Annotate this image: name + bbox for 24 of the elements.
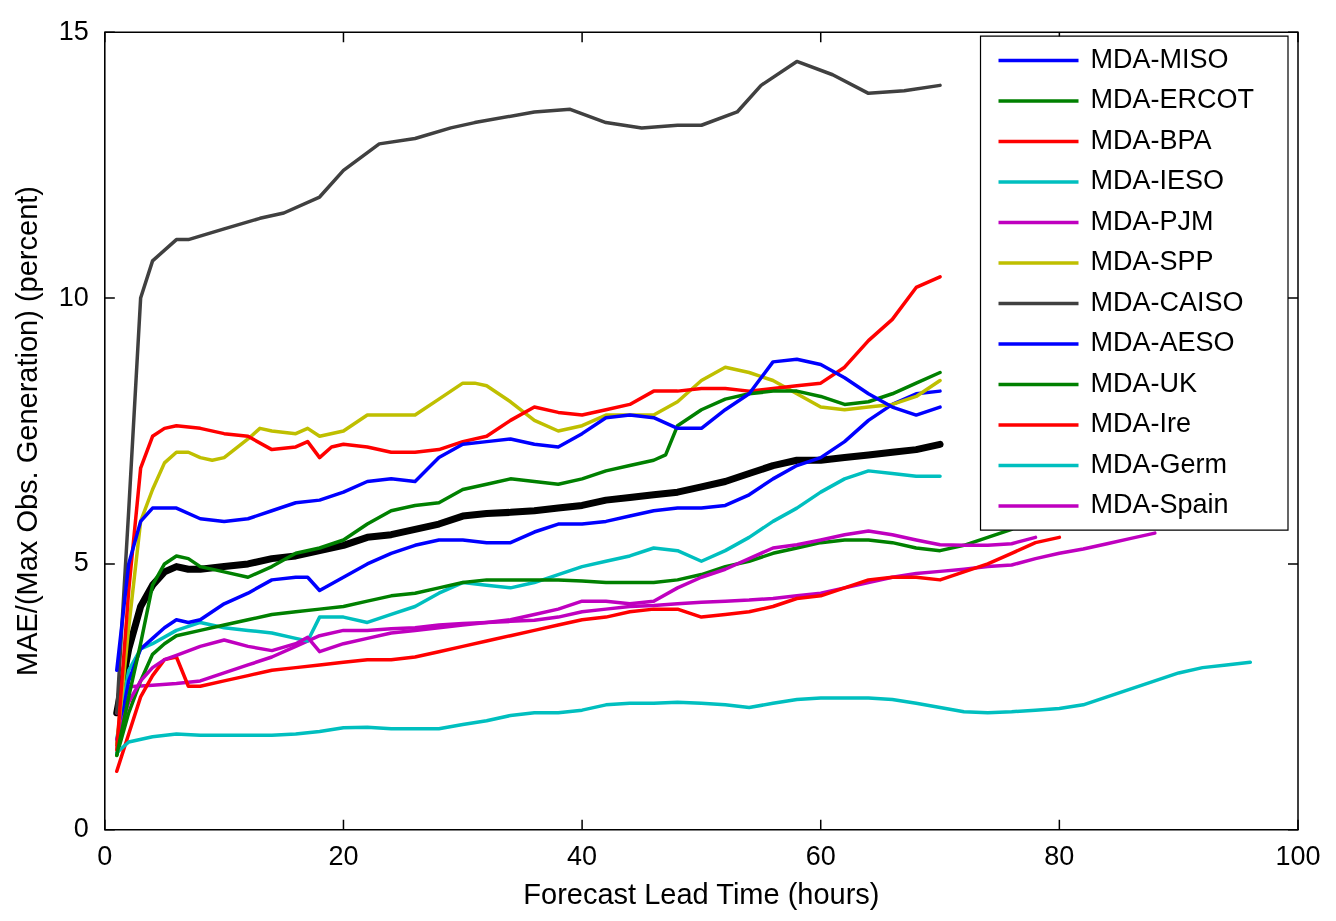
x-tick-label: 0 — [97, 841, 113, 872]
x-tick-label: 60 — [805, 841, 836, 872]
y-tick-label: 10 — [58, 281, 89, 312]
legend-label: MDA-IESO — [1090, 165, 1225, 196]
x-tick-label: 40 — [567, 841, 598, 872]
legend-label: MDA-UK — [1090, 367, 1198, 398]
x-tick-label: 100 — [1275, 841, 1321, 872]
legend-label: MDA-Germ — [1090, 448, 1228, 479]
legend-label: MDA-CAISO — [1090, 286, 1244, 317]
legend-label: MDA-Ire — [1090, 408, 1192, 439]
x-tick-label: 20 — [328, 841, 359, 872]
legend-label: MDA-AESO — [1090, 327, 1235, 358]
legend-label: MDA-PJM — [1090, 205, 1214, 236]
legend-label: MDA-MISO — [1090, 43, 1229, 74]
legend-label: MDA-ERCOT — [1090, 84, 1255, 115]
y-tick-label: 0 — [73, 813, 89, 844]
x-tick-label: 80 — [1044, 841, 1075, 872]
legend-label: MDA-BPA — [1090, 124, 1212, 155]
x-axis-title: Forecast Lead Time (hours) — [523, 877, 880, 910]
legend-label: MDA-Spain — [1090, 489, 1229, 520]
y-tick-label: 15 — [58, 15, 89, 46]
legend-label: MDA-SPP — [1090, 246, 1214, 277]
y-axis-title: MAE/(Max Obs. Generation) (percent) — [11, 186, 44, 676]
y-tick-label: 5 — [73, 547, 89, 578]
